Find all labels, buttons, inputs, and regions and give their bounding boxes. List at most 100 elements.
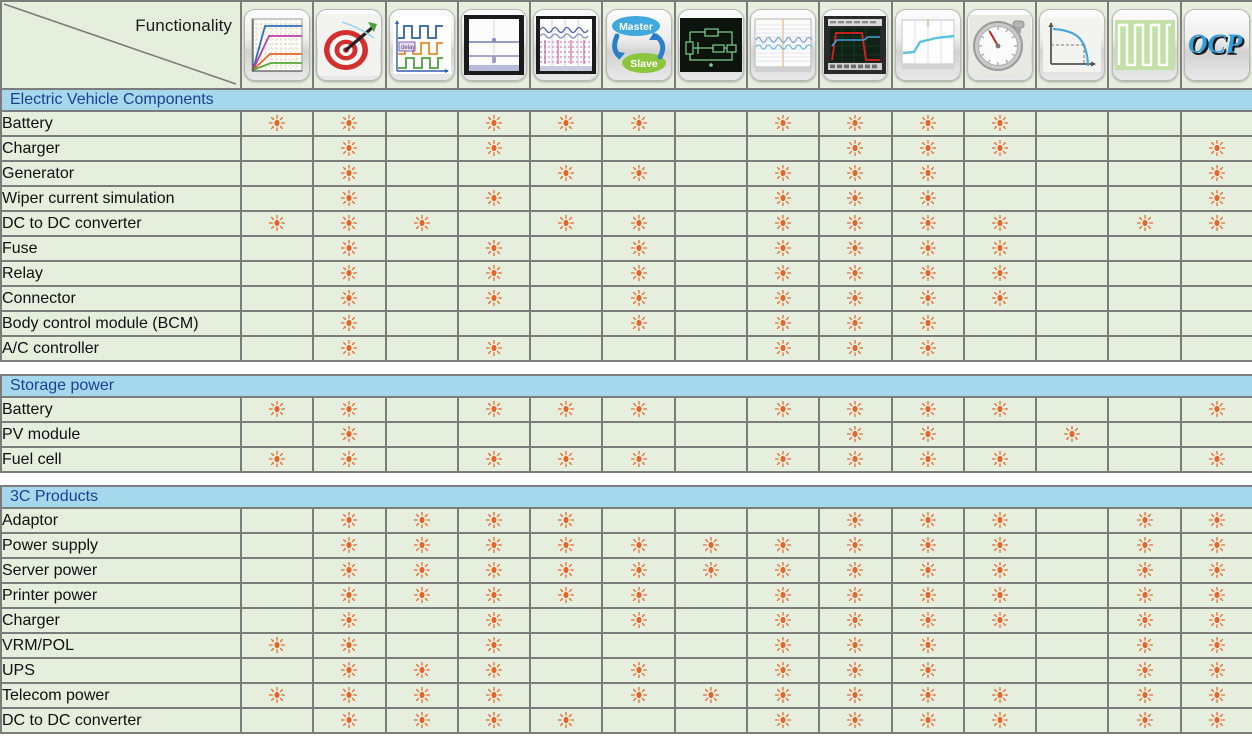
matrix-cell: [1179, 632, 1252, 659]
matrix-cell: [239, 310, 315, 337]
matrix-cell: [890, 210, 965, 237]
support-mark-icon: [485, 562, 502, 579]
matrix-cell: [890, 335, 965, 362]
support-mark-icon: [847, 712, 864, 729]
support-mark-icon: [485, 451, 502, 468]
matrix-cell: [890, 532, 965, 559]
matrix-cell: [1035, 446, 1110, 473]
support-mark-icon: [558, 587, 575, 604]
support-mark-icon: [341, 340, 358, 357]
matrix-cell: [1107, 707, 1182, 734]
matrix-cell: [239, 421, 315, 448]
matrix-cell: [745, 135, 821, 162]
functionality-column-header-8[interactable]: [745, 0, 821, 90]
support-mark-icon: [1208, 637, 1225, 654]
matrix-cell: [601, 657, 676, 684]
functionality-column-header-14[interactable]: OCP OCP: [1179, 0, 1252, 90]
support-mark-icon: [485, 265, 502, 282]
matrix-cell: [962, 532, 1038, 559]
matrix-cell: [745, 110, 821, 137]
functionality-column-header-11[interactable]: [962, 0, 1038, 90]
support-mark-icon: [341, 115, 358, 132]
support-mark-icon: [630, 165, 647, 182]
functionality-column-header-1[interactable]: [239, 0, 315, 90]
matrix-cell: [384, 160, 459, 187]
support-mark-icon: [558, 512, 575, 529]
matrix-cell: [529, 657, 604, 684]
support-mark-icon: [775, 115, 792, 132]
matrix-cell: [1107, 135, 1182, 162]
matrix-cell: [818, 446, 893, 473]
matrix-cell: [529, 335, 604, 362]
dut-row-label: PV module: [0, 421, 242, 448]
functionality-column-header-2[interactable]: [312, 0, 387, 90]
functionality-column-header-10[interactable]: [890, 0, 965, 90]
functionality-column-header-9[interactable]: [818, 0, 893, 90]
matrix-cell: [818, 632, 893, 659]
dut-row-label: Charger: [0, 607, 242, 634]
spacer-cell: [1, 361, 1252, 375]
support-mark-icon: [558, 215, 575, 232]
matrix-cell: [601, 335, 676, 362]
functionality-column-header-13[interactable]: [1107, 0, 1182, 90]
matrix-cell: [456, 135, 532, 162]
support-mark-icon: [341, 587, 358, 604]
dart-target-icon: [316, 9, 383, 81]
matrix-cell: [312, 607, 387, 634]
support-mark-icon: [485, 662, 502, 679]
matrix-cell: [239, 110, 315, 137]
matrix-cell: [818, 532, 893, 559]
matrix-cell: [456, 335, 532, 362]
functionality-column-header-12[interactable]: [1035, 0, 1110, 90]
support-mark-icon: [341, 687, 358, 704]
support-mark-icon: [775, 537, 792, 554]
matrix-cell: [601, 446, 676, 473]
matrix-cell: [456, 396, 532, 423]
matrix-cell: [673, 210, 748, 237]
matrix-cell: [239, 160, 315, 187]
support-mark-icon: [919, 687, 936, 704]
matrix-cell: [1179, 310, 1252, 337]
matrix-cell: [745, 310, 821, 337]
matrix-cell: [312, 707, 387, 734]
support-mark-icon: [847, 512, 864, 529]
table-row: DC to DC converter: [0, 707, 1252, 734]
functionality-column-header-3[interactable]: delay: [384, 0, 459, 90]
matrix-cell: [745, 210, 821, 237]
support-mark-icon: [485, 140, 502, 157]
support-mark-icon: [702, 537, 719, 554]
matrix-cell: [1035, 310, 1110, 337]
dut-row-label: DC to DC converter: [0, 707, 242, 734]
support-mark-icon: [919, 315, 936, 332]
matrix-cell: [601, 235, 676, 262]
support-mark-icon: [991, 562, 1008, 579]
matrix-cell: [962, 446, 1038, 473]
matrix-cell: [456, 607, 532, 634]
matrix-cell: [1035, 632, 1110, 659]
support-mark-icon: [775, 637, 792, 654]
matrix-cell: [1179, 135, 1252, 162]
functionality-column-header-4[interactable]: [456, 0, 532, 90]
matrix-cell: [818, 557, 893, 584]
matrix-cell: [601, 396, 676, 423]
matrix-cell: [1035, 396, 1110, 423]
scope-red-trace-icon: [822, 9, 889, 81]
dut-row-label: Wiper current simulation: [0, 185, 242, 212]
support-mark-icon: [1136, 512, 1153, 529]
matrix-cell: [890, 396, 965, 423]
table-row: PV module: [0, 421, 1252, 448]
functionality-column-header-6[interactable]: Master Slave: [601, 0, 676, 90]
matrix-cell: [1035, 507, 1110, 534]
functionality-column-header-7[interactable]: [673, 0, 748, 90]
matrix-cell: [962, 582, 1038, 609]
matrix-cell: [1035, 707, 1110, 734]
table-row: Fuse: [0, 235, 1252, 262]
support-mark-icon: [341, 240, 358, 257]
support-mark-icon: [847, 637, 864, 654]
table-row: Charger: [0, 135, 1252, 162]
table-row: Power supply: [0, 532, 1252, 559]
matrix-cell: [601, 310, 676, 337]
functionality-column-header-5[interactable]: [529, 0, 604, 90]
